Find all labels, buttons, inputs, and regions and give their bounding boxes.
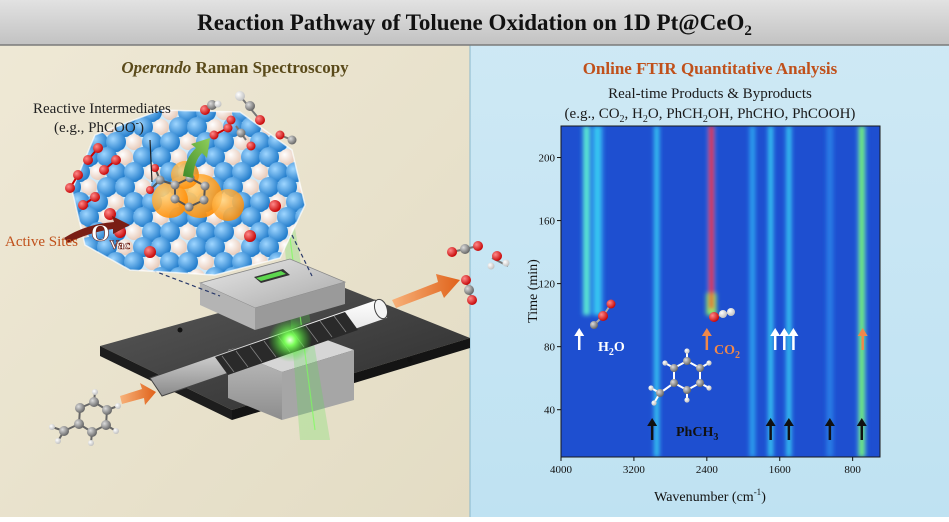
orange-up-arrow xyxy=(701,328,712,350)
ovac-label: OVac xyxy=(91,221,130,252)
active-sites-label: Active Sites xyxy=(5,234,78,250)
heatmap-band xyxy=(767,126,775,457)
intermediates-label: Reactive Intermediates xyxy=(33,101,171,117)
black-up-arrow xyxy=(783,418,794,440)
heatmap-band xyxy=(581,126,592,316)
y-tick-label: 80 xyxy=(544,342,556,354)
heatmap-band xyxy=(748,126,756,457)
x-tick-label: 2400 xyxy=(696,464,719,476)
floating-molecules xyxy=(65,91,297,210)
upper-holder-block xyxy=(198,258,347,330)
left-panel-heading: Operando Raman Spectroscopy xyxy=(121,58,349,77)
x-tick-label: 4000 xyxy=(550,464,573,476)
toluene-molecule-map xyxy=(648,348,712,406)
right-panel-heading: Online FTIR Quantitative Analysis xyxy=(583,59,838,78)
black-up-arrow xyxy=(856,418,867,440)
right-panel-subheading: Real-time Products & Byproducts xyxy=(608,86,812,102)
ftir-heatmap xyxy=(560,125,881,458)
black-up-arrow xyxy=(824,418,835,440)
label-co2: CO2 xyxy=(714,343,740,361)
black-up-arrow xyxy=(765,418,776,440)
laser-spot xyxy=(268,318,312,362)
y-tick-label: 120 xyxy=(539,279,556,291)
white-up-arrow xyxy=(770,328,781,350)
inlet-arrow xyxy=(120,383,156,405)
outlet-molecules xyxy=(447,241,510,305)
heatmap-band xyxy=(706,126,717,316)
x-tick-label: 3200 xyxy=(623,464,646,476)
white-up-arrow xyxy=(779,328,790,350)
y-tick-label: 200 xyxy=(539,153,556,165)
x-axis-label: Wavenumber (cm-1) xyxy=(654,487,766,505)
x-tick-label: 800 xyxy=(844,464,861,476)
heatmap-band xyxy=(785,126,793,457)
heatmap-band xyxy=(826,126,834,457)
black-up-arrow xyxy=(647,418,658,440)
y-tick-label: 160 xyxy=(539,216,556,228)
right-panel-examples: (e.g., CO2, H2O, PhCH2OH, PhCHO, PhCOOH) xyxy=(565,106,856,125)
heatmap-band xyxy=(590,126,605,316)
x-tick-label: 1600 xyxy=(769,464,792,476)
white-up-arrow xyxy=(574,328,585,350)
toluene-molecule-left xyxy=(49,389,121,446)
title-bar xyxy=(0,0,949,45)
heatmap-band xyxy=(856,126,867,457)
white-up-arrow xyxy=(788,328,799,350)
intermediates-example: (e.g., PhCOO-) xyxy=(54,118,144,136)
heatmap-band xyxy=(653,126,661,457)
heatmap-frame xyxy=(560,125,881,458)
h2o-molecule-icon xyxy=(590,299,616,329)
label-toluene: PhCH3 xyxy=(676,425,718,443)
intermediates-pointer xyxy=(149,139,153,183)
y-axis-label: Time (min) xyxy=(526,259,541,323)
outlet-arrow xyxy=(392,274,460,308)
y-tick-label: 40 xyxy=(544,405,556,417)
zoom-line-right xyxy=(291,234,313,277)
active-sites-arrow xyxy=(64,216,130,243)
figure-title: Reaction Pathway of Toluene Oxidation on… xyxy=(197,10,752,39)
orange-up-arrow xyxy=(857,328,868,350)
desorption-arrow xyxy=(183,138,210,178)
co2-molecule-icon xyxy=(709,308,735,322)
label-h2o: H2O xyxy=(598,340,625,358)
